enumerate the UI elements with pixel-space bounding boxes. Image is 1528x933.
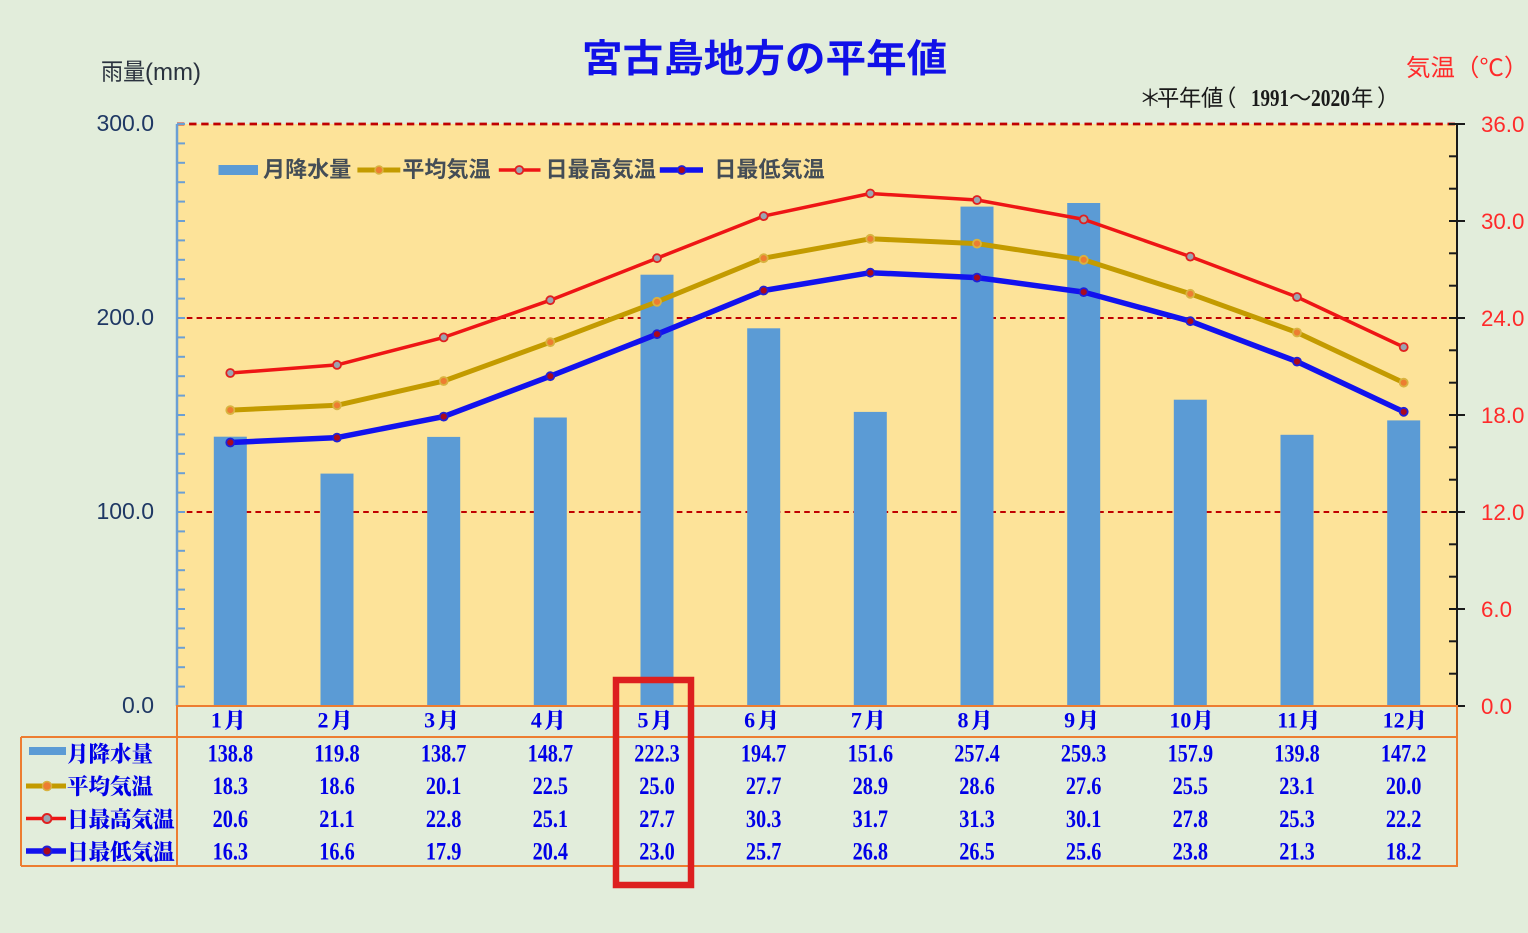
svg-text:22.2: 22.2 — [1386, 804, 1422, 833]
svg-text:6: 6 — [744, 708, 755, 733]
svg-text:(mm): (mm) — [145, 59, 201, 86]
svg-text:27.6: 27.6 — [1066, 771, 1102, 800]
svg-text:138.7: 138.7 — [421, 739, 467, 768]
svg-text:28.9: 28.9 — [853, 771, 889, 800]
svg-text:30.0: 30.0 — [1481, 209, 1524, 234]
svg-text:23.8: 23.8 — [1173, 837, 1209, 866]
svg-text:20.0: 20.0 — [1386, 771, 1422, 800]
svg-text:148.7: 148.7 — [528, 739, 574, 768]
svg-text:194.7: 194.7 — [741, 739, 787, 768]
svg-text:2020: 2020 — [1311, 86, 1350, 112]
svg-text:100.0: 100.0 — [96, 498, 154, 524]
svg-text:200.0: 200.0 — [96, 304, 154, 330]
svg-text:151.6: 151.6 — [848, 739, 894, 768]
svg-text:138.8: 138.8 — [208, 739, 254, 768]
svg-text:36.0: 36.0 — [1481, 112, 1524, 137]
svg-text:25.1: 25.1 — [533, 804, 569, 833]
svg-text:18.0: 18.0 — [1481, 403, 1524, 428]
svg-text:11: 11 — [1277, 708, 1298, 733]
svg-text:25.6: 25.6 — [1066, 837, 1102, 866]
svg-text:3: 3 — [424, 708, 435, 733]
svg-text:25.7: 25.7 — [746, 837, 782, 866]
svg-text:31.3: 31.3 — [959, 804, 995, 833]
svg-text:23.0: 23.0 — [639, 837, 675, 866]
svg-text:23.1: 23.1 — [1279, 771, 1315, 800]
svg-text:257.4: 257.4 — [954, 739, 1000, 768]
svg-text:25.5: 25.5 — [1173, 771, 1209, 800]
svg-text:7: 7 — [851, 708, 862, 733]
svg-text:26.5: 26.5 — [959, 837, 995, 866]
svg-text:5: 5 — [638, 708, 649, 733]
svg-text:21.3: 21.3 — [1279, 837, 1315, 866]
svg-text:222.3: 222.3 — [634, 739, 680, 768]
svg-text:21.1: 21.1 — [319, 804, 355, 833]
svg-text:0.0: 0.0 — [122, 692, 154, 718]
svg-text:30.3: 30.3 — [746, 804, 782, 833]
svg-text:27.7: 27.7 — [746, 771, 782, 800]
svg-text:22.5: 22.5 — [533, 771, 569, 800]
svg-text:20.1: 20.1 — [426, 771, 462, 800]
svg-text:18.3: 18.3 — [213, 771, 249, 800]
svg-text:27.7: 27.7 — [639, 804, 675, 833]
svg-text:0.0: 0.0 — [1481, 694, 1512, 719]
svg-text:139.8: 139.8 — [1274, 739, 1320, 768]
svg-text:1: 1 — [211, 708, 222, 733]
svg-text:20.6: 20.6 — [213, 804, 249, 833]
svg-text:2: 2 — [318, 708, 329, 733]
svg-text:259.3: 259.3 — [1061, 739, 1107, 768]
svg-text:147.2: 147.2 — [1381, 739, 1427, 768]
svg-text:12.0: 12.0 — [1481, 500, 1524, 525]
svg-text:20.4: 20.4 — [533, 837, 569, 866]
svg-text:12: 12 — [1383, 708, 1405, 733]
svg-text:9: 9 — [1064, 708, 1075, 733]
svg-text:8: 8 — [958, 708, 969, 733]
svg-text:18.2: 18.2 — [1386, 837, 1422, 866]
svg-text:16.3: 16.3 — [213, 837, 249, 866]
svg-text:26.8: 26.8 — [853, 837, 889, 866]
svg-text:1991: 1991 — [1251, 86, 1289, 112]
svg-text:4: 4 — [531, 708, 542, 733]
svg-text:157.9: 157.9 — [1168, 739, 1214, 768]
svg-text:25.3: 25.3 — [1279, 804, 1315, 833]
svg-text:30.1: 30.1 — [1066, 804, 1102, 833]
svg-text:27.8: 27.8 — [1173, 804, 1209, 833]
svg-text:10: 10 — [1169, 708, 1191, 733]
svg-text:22.8: 22.8 — [426, 804, 462, 833]
svg-text:28.6: 28.6 — [959, 771, 995, 800]
svg-text:25.0: 25.0 — [639, 771, 675, 800]
svg-text:17.9: 17.9 — [426, 837, 462, 866]
svg-text:18.6: 18.6 — [319, 771, 355, 800]
svg-text:16.6: 16.6 — [319, 837, 355, 866]
svg-text:6.0: 6.0 — [1481, 597, 1512, 622]
svg-text:31.7: 31.7 — [853, 804, 889, 833]
svg-text:119.8: 119.8 — [314, 739, 360, 768]
svg-text:24.0: 24.0 — [1481, 306, 1524, 331]
svg-text:300.0: 300.0 — [96, 110, 154, 136]
